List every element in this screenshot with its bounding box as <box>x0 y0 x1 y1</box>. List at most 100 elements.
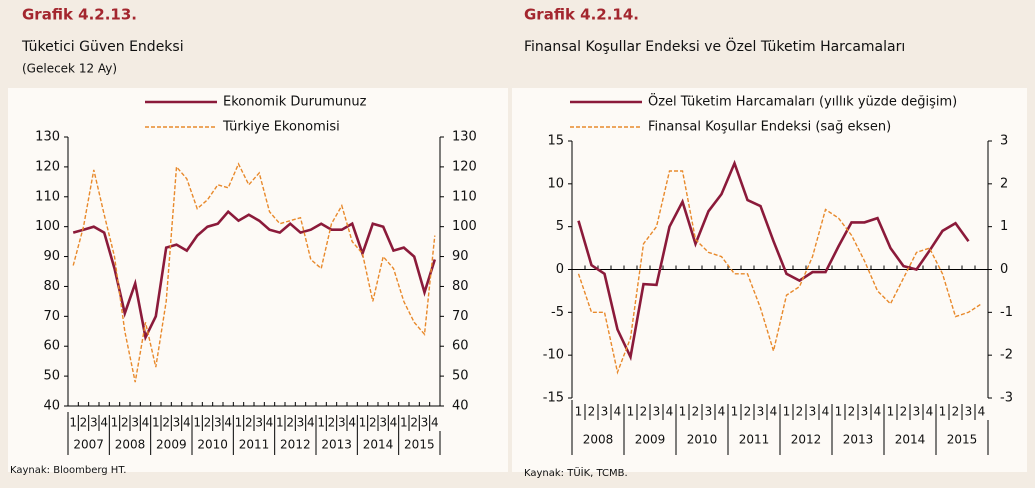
series-line <box>577 170 982 375</box>
x-tick-label: 4 <box>614 405 622 419</box>
year-label: 2011 <box>239 438 270 452</box>
y2-tick-label: 110 <box>452 189 477 204</box>
year-label: 2008 <box>115 438 146 452</box>
x-tick-label: 3 <box>861 405 869 419</box>
x-tick-label: 1 <box>276 416 284 430</box>
y-tick-label: 120 <box>35 159 60 174</box>
x-tick-label: 3 <box>705 405 713 419</box>
legend-label: Finansal Koşullar Endeksi (sağ eksen) <box>648 120 891 135</box>
y-tick-label: 80 <box>43 279 60 294</box>
y2-tick-label: 90 <box>452 249 469 264</box>
year-label: 2012 <box>280 438 311 452</box>
y-tick-label: 70 <box>43 309 60 324</box>
y-tick-label: 100 <box>35 219 60 234</box>
chart-title: Tüketici Güven Endeksi <box>21 39 184 55</box>
x-tick-label: 4 <box>142 416 150 430</box>
chart-title: Finansal Koşullar Endeksi ve Özel Tüketi… <box>524 37 905 55</box>
x-tick-label: 1 <box>193 416 201 430</box>
chart-label: Grafik 4.2.13. <box>22 6 137 24</box>
x-tick-label: 2 <box>588 405 596 419</box>
x-tick-label: 4 <box>348 416 356 430</box>
y-tick-label: 5 <box>556 219 564 234</box>
y-tick-label: -10 <box>543 348 564 363</box>
x-tick-label: 3 <box>757 405 765 419</box>
series-line <box>72 209 437 342</box>
y2-tick-label: -3 <box>1000 391 1013 406</box>
chart-label: Grafik 4.2.14. <box>524 6 639 24</box>
x-tick-label: 4 <box>718 405 726 419</box>
x-tick-label: 1 <box>679 405 687 419</box>
x-tick-label: 4 <box>224 416 232 430</box>
y2-tick-label: 40 <box>452 399 469 414</box>
x-tick-label: 2 <box>900 405 908 419</box>
year-label: 2009 <box>635 433 666 447</box>
x-tick-label: 3 <box>653 405 661 419</box>
x-tick-label: 4 <box>266 416 274 430</box>
x-tick-label: 2 <box>80 416 88 430</box>
y-tick-label: 40 <box>43 399 60 414</box>
x-tick-label: 4 <box>978 405 986 419</box>
legend-label: Özel Tüketim Harcamaları (yıllık yüzde d… <box>648 93 957 110</box>
x-tick-label: 3 <box>601 405 609 419</box>
x-tick-label: 4 <box>390 416 398 430</box>
chart-subtitle: (Gelecek 12 Ay) <box>22 62 117 76</box>
source: Kaynak: TÜİK, TCMB. <box>524 466 628 479</box>
x-tick-label: 3 <box>338 416 346 430</box>
y-tick-label: 10 <box>547 176 564 191</box>
x-tick-label: 2 <box>204 416 212 430</box>
year-label: 2007 <box>73 438 104 452</box>
x-tick-label: 3 <box>131 416 139 430</box>
series-line <box>577 159 970 362</box>
legend-label: Ekonomik Durumunuz <box>223 95 367 110</box>
y2-tick-label: 0 <box>1000 262 1008 277</box>
x-tick-label: 1 <box>152 416 160 430</box>
x-tick-label: 4 <box>431 416 439 430</box>
year-label: 2013 <box>321 438 352 452</box>
y2-tick-label: 80 <box>452 279 469 294</box>
y2-tick-label: 1 <box>1000 219 1008 234</box>
x-tick-label: 2 <box>162 416 170 430</box>
y2-tick-label: 2 <box>1000 176 1008 191</box>
x-tick-label: 4 <box>100 416 108 430</box>
year-label: 2012 <box>791 433 822 447</box>
year-label: 2014 <box>895 433 926 447</box>
x-tick-label: 3 <box>913 405 921 419</box>
y-tick-label: 0 <box>556 262 564 277</box>
x-tick-label: 2 <box>744 405 752 419</box>
y-tick-label: 15 <box>547 134 564 149</box>
x-tick-label: 1 <box>359 416 367 430</box>
year-label: 2015 <box>404 438 435 452</box>
x-tick-label: 2 <box>952 405 960 419</box>
y-tick-label: 50 <box>43 369 60 384</box>
x-tick-label: 2 <box>245 416 253 430</box>
y-tick-label: 60 <box>43 339 60 354</box>
x-tick-label: 3 <box>809 405 817 419</box>
x-tick-label: 1 <box>731 405 739 419</box>
year-label: 2009 <box>156 438 187 452</box>
x-tick-label: 2 <box>328 416 336 430</box>
x-tick-label: 4 <box>926 405 934 419</box>
x-tick-label: 4 <box>183 416 191 430</box>
x-tick-label: 4 <box>822 405 830 419</box>
x-tick-label: 2 <box>640 405 648 419</box>
y-tick-label: 90 <box>43 249 60 264</box>
y2-tick-label: 130 <box>452 130 477 145</box>
x-tick-label: 3 <box>90 416 98 430</box>
x-tick-label: 2 <box>796 405 804 419</box>
year-label: 2011 <box>739 433 770 447</box>
x-tick-label: 2 <box>121 416 129 430</box>
y2-tick-label: 3 <box>1000 134 1008 149</box>
x-tick-label: 3 <box>965 405 973 419</box>
year-label: 2010 <box>687 433 718 447</box>
y2-tick-label: 100 <box>452 219 477 234</box>
y2-tick-label: 120 <box>452 159 477 174</box>
x-tick-label: 4 <box>770 405 778 419</box>
x-tick-label: 3 <box>255 416 263 430</box>
x-tick-label: 1 <box>69 416 77 430</box>
y-tick-label: -15 <box>543 391 564 406</box>
year-label: 2015 <box>947 433 978 447</box>
x-tick-label: 4 <box>874 405 882 419</box>
x-tick-label: 3 <box>173 416 181 430</box>
